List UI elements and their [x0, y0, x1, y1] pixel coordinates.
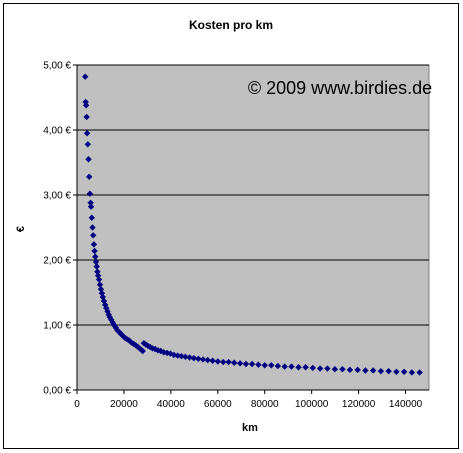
data-point — [408, 369, 416, 376]
data-point — [91, 247, 98, 255]
data-point — [393, 368, 400, 375]
data-point — [121, 334, 129, 342]
data-point — [255, 361, 262, 368]
data-point — [416, 369, 423, 376]
axes — [73, 64, 429, 394]
data-point — [331, 366, 339, 373]
data-point — [97, 286, 105, 293]
data-point — [82, 73, 89, 80]
x-tick-labels: 0 20000 40000 60000 80000 100000 120000 140000 — [74, 399, 422, 410]
data-point — [87, 203, 95, 210]
data-point — [85, 156, 92, 163]
data-point — [88, 214, 95, 221]
data-point — [116, 328, 123, 336]
plot-area — [76, 64, 430, 391]
y-tick-label: 0,00 € — [43, 386, 71, 397]
data-point — [84, 141, 91, 148]
data-point — [96, 281, 104, 288]
data-point — [98, 289, 106, 297]
data-point — [92, 253, 99, 260]
x-tick-label: 40000 — [157, 399, 185, 410]
data-point — [89, 224, 96, 231]
data-point — [214, 358, 221, 365]
data-point — [377, 367, 385, 375]
data-point — [82, 98, 89, 106]
data-point — [157, 347, 164, 355]
data-point — [225, 358, 232, 366]
y-tick-label: 5,00 € — [43, 61, 71, 72]
data-point — [316, 365, 324, 372]
x-tick-label: 60000 — [204, 399, 232, 410]
data-point — [178, 353, 185, 360]
data-point — [83, 130, 91, 137]
y-tick-label: 4,00 € — [43, 126, 71, 137]
data-point — [95, 276, 103, 283]
x-tick-label: 120000 — [342, 399, 376, 410]
x-tick-label: 0 — [74, 399, 80, 410]
data-point — [82, 102, 90, 109]
watermark-text: © 2009 www.birdies.de — [248, 78, 432, 98]
x-axis-title: km — [242, 422, 258, 434]
data-point — [248, 360, 256, 368]
data-point — [295, 364, 302, 371]
y-axis-title: € — [15, 226, 27, 232]
y-tick-labels: 0,00 € 1,00 € 2,00 € 3,00 € 4,00 € 5,00 € — [43, 61, 71, 397]
grid-lines — [77, 64, 429, 326]
data-point — [369, 367, 377, 374]
chart-title: Kosten pro km — [189, 18, 273, 32]
data-point — [274, 362, 282, 370]
data-point — [87, 199, 94, 206]
data-point — [186, 354, 193, 361]
data-point — [400, 368, 408, 375]
data-point — [190, 354, 198, 362]
data-point — [261, 362, 268, 369]
data-point — [346, 366, 354, 374]
data-point — [268, 362, 275, 369]
data-point — [99, 293, 107, 301]
x-tick-label: 80000 — [251, 399, 279, 410]
data-point — [108, 316, 115, 323]
data-point — [281, 363, 288, 370]
data-point — [199, 356, 207, 363]
data-point — [139, 347, 146, 355]
x-tick-label: 140000 — [389, 399, 423, 410]
data-point — [219, 358, 227, 366]
data-point — [92, 258, 100, 266]
data-point — [195, 355, 202, 362]
data-point — [236, 360, 244, 367]
data-point — [324, 365, 331, 372]
x-tick-label: 20000 — [110, 399, 138, 410]
data-point — [182, 353, 189, 361]
data-markers — [82, 73, 423, 376]
data-point — [309, 364, 317, 372]
data-point — [93, 263, 100, 270]
data-point — [90, 241, 98, 248]
data-point — [354, 366, 361, 374]
data-point — [89, 232, 97, 239]
y-tick-label: 1,00 € — [43, 321, 71, 332]
data-point — [288, 363, 295, 370]
data-point — [242, 360, 250, 368]
data-point — [86, 190, 94, 197]
data-point — [385, 367, 392, 375]
data-point — [362, 367, 369, 374]
y-tick-label: 2,00 € — [43, 256, 71, 267]
data-point — [204, 356, 211, 364]
y-tick-label: 3,00 € — [43, 191, 71, 202]
data-point — [110, 321, 118, 329]
data-point — [339, 366, 346, 373]
data-point — [83, 113, 90, 121]
data-point — [86, 173, 93, 180]
x-tick-label: 100000 — [295, 399, 329, 410]
data-point — [174, 352, 181, 359]
data-point — [231, 359, 238, 366]
data-point — [302, 364, 309, 371]
data-point — [209, 357, 216, 364]
